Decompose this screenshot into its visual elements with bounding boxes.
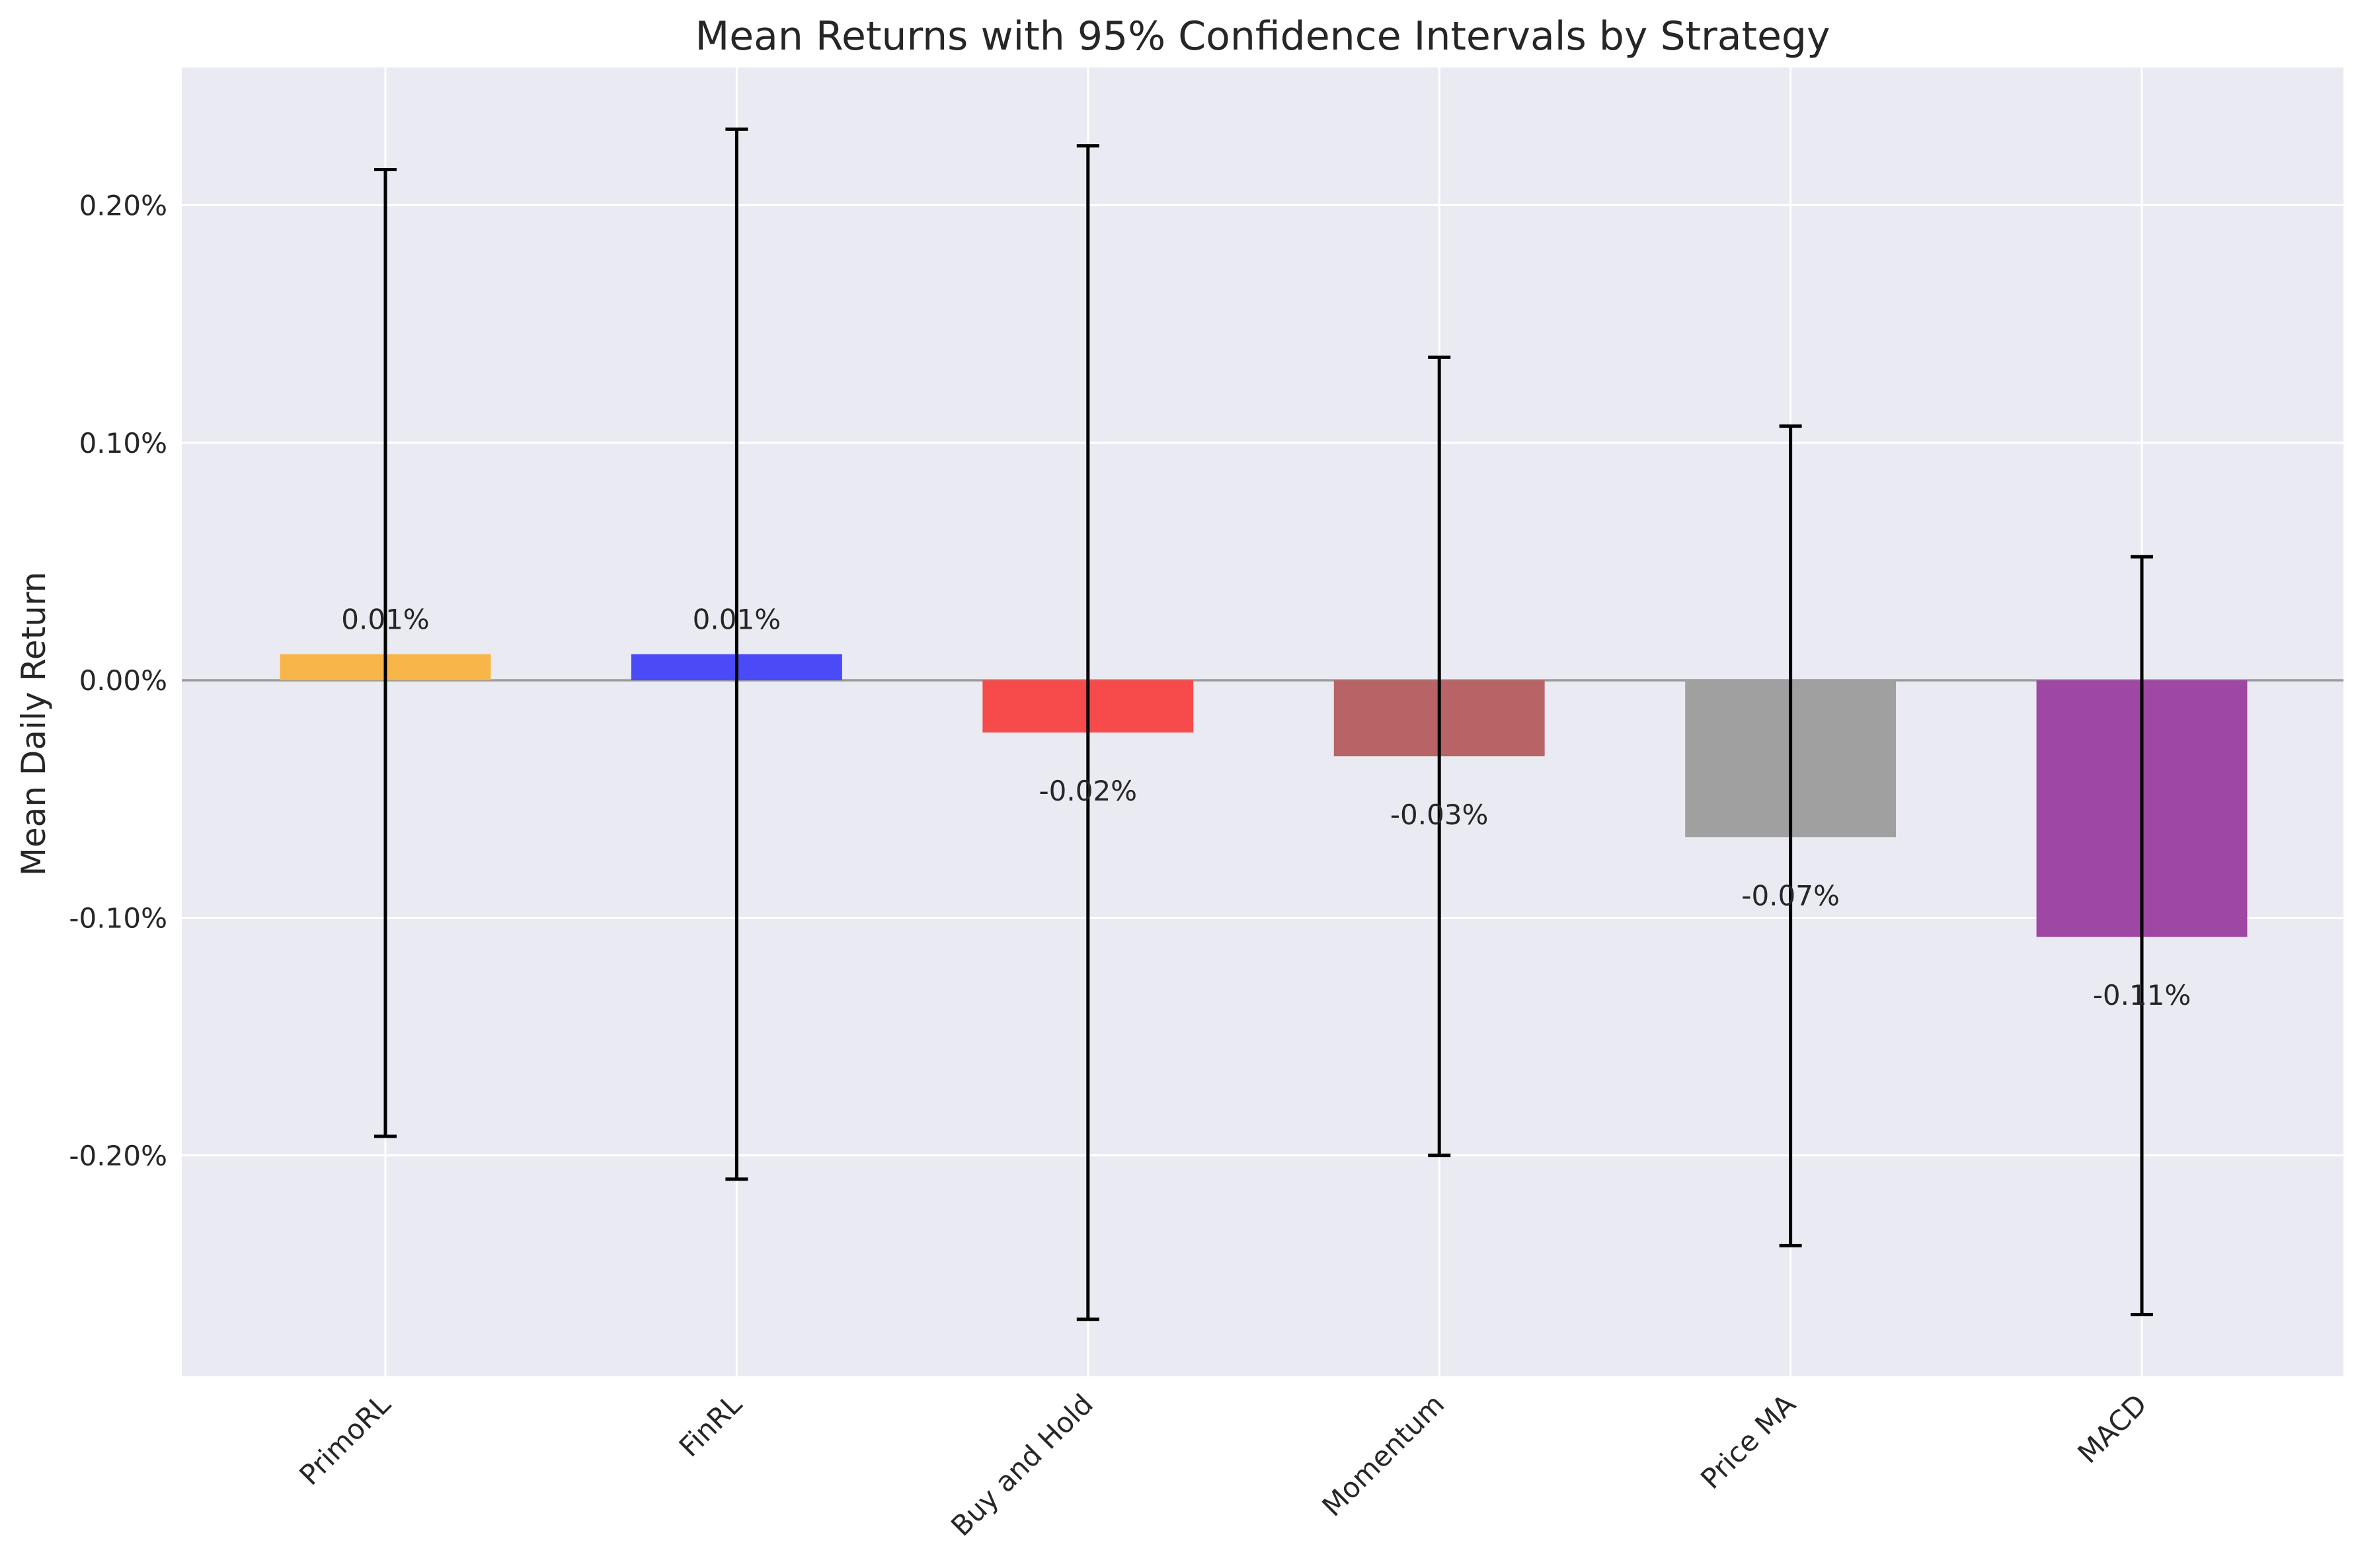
errorbar-layer [374, 127, 2153, 1321]
data-label: -0.11% [2093, 979, 2191, 1011]
data-label: 0.01% [341, 604, 429, 636]
y-tick-label: -0.10% [69, 902, 167, 934]
y-axis-label: Mean Daily Return [15, 572, 53, 876]
data-label: -0.02% [1039, 775, 1138, 807]
plot-area [182, 67, 2343, 1376]
y-tick-label: 0.00% [79, 664, 167, 697]
y-tick-label: 0.20% [79, 189, 167, 221]
y-tick-label: -0.20% [69, 1140, 167, 1172]
label-layer: 0.01% 0.01% -0.02% -0.03% -0.07% -0.11% [341, 604, 2191, 1012]
data-label: -0.07% [1741, 879, 1840, 912]
chart-title: Mean Returns with 95% Confidence Interva… [695, 13, 1830, 59]
y-axis-ticks: -0.20% -0.10% 0.00% 0.10% 0.20% [69, 189, 167, 1171]
data-label: -0.03% [1390, 799, 1489, 831]
y-tick-label: 0.10% [79, 427, 167, 459]
data-label: 0.01% [693, 604, 781, 636]
